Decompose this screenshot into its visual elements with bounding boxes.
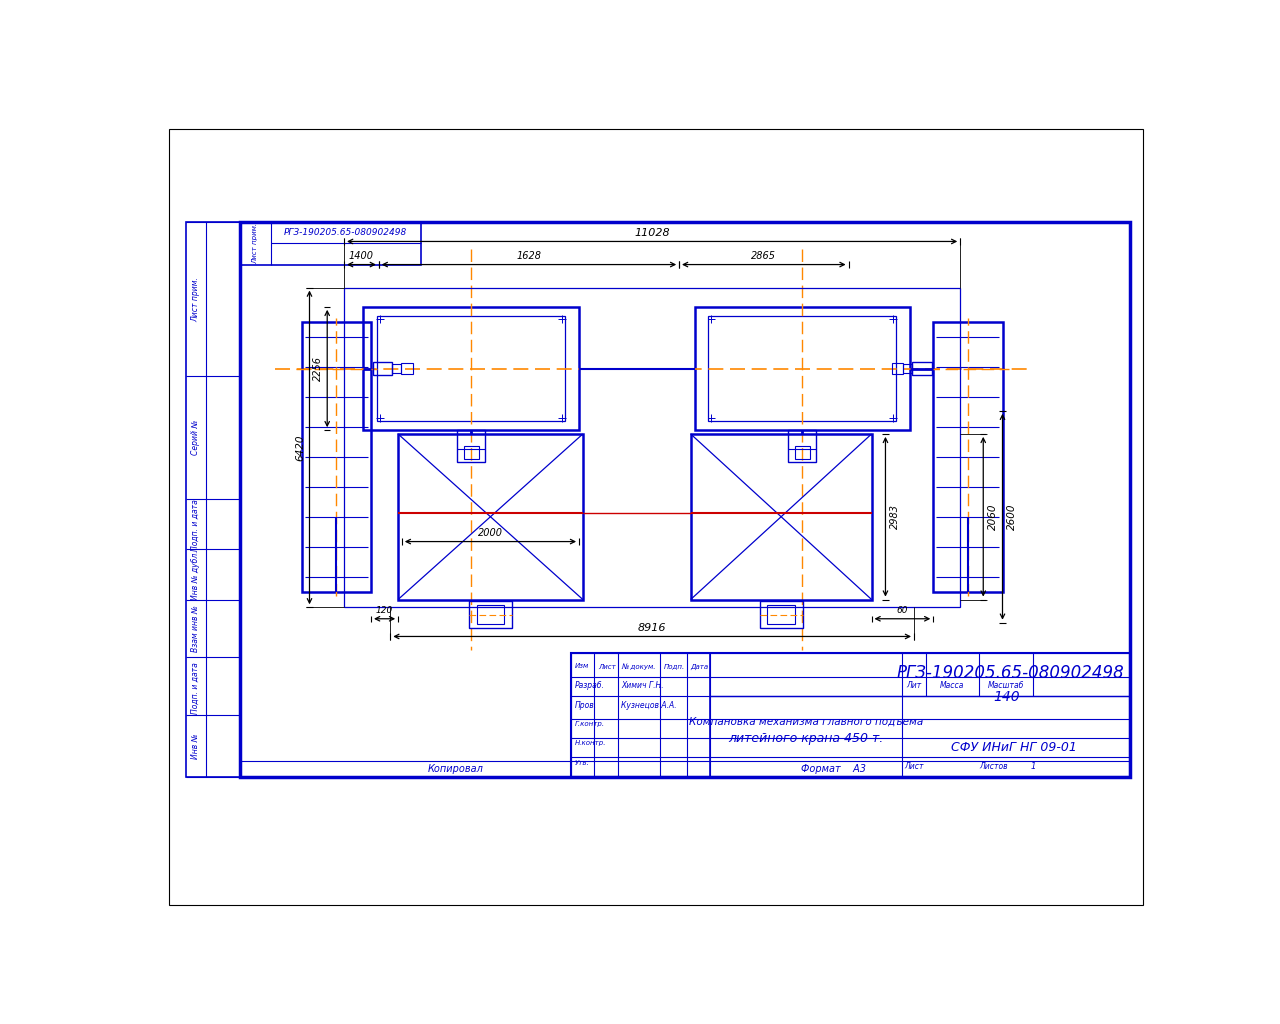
Text: Лист прим.: Лист прим. bbox=[191, 276, 200, 322]
Text: Подп. и дата: Подп. и дата bbox=[191, 499, 200, 551]
Bar bbox=[759, 601, 803, 628]
Text: 1400: 1400 bbox=[349, 251, 374, 261]
Text: Инв №: Инв № bbox=[191, 733, 200, 759]
Text: 8916: 8916 bbox=[637, 623, 667, 633]
Text: Инв № дубл.: Инв № дубл. bbox=[191, 550, 200, 600]
Bar bbox=[302, 323, 371, 592]
Text: Лист прим.: Лист прим. bbox=[252, 222, 259, 263]
Text: 1: 1 bbox=[1030, 762, 1036, 771]
Text: Копировал: Копировал bbox=[428, 764, 484, 774]
Text: 1628: 1628 bbox=[516, 251, 541, 261]
Bar bbox=[695, 307, 910, 430]
Text: Разраб.: Разраб. bbox=[575, 681, 605, 690]
Bar bbox=[344, 288, 960, 607]
Text: Кузнецов А.А.: Кузнецов А.А. bbox=[621, 701, 677, 711]
Bar bbox=[468, 601, 512, 628]
Text: № докум.: № докум. bbox=[621, 664, 655, 670]
Text: РГЗ-190205.65-080902498: РГЗ-190205.65-080902498 bbox=[284, 227, 407, 237]
Bar bbox=[241, 222, 421, 264]
Bar bbox=[241, 222, 1129, 776]
Text: Лист: Лист bbox=[904, 762, 924, 771]
Text: Компановка механизма главного подъема: Компановка механизма главного подъема bbox=[689, 716, 923, 726]
Bar bbox=[457, 430, 485, 463]
Text: Изм: Изм bbox=[575, 664, 589, 670]
Text: 140: 140 bbox=[993, 690, 1020, 705]
Bar bbox=[401, 364, 412, 374]
Text: 120: 120 bbox=[376, 606, 393, 614]
Text: литейного крана 450 т.: литейного крана 450 т. bbox=[728, 731, 883, 744]
Bar bbox=[187, 222, 241, 776]
Text: Н.контр.: Н.контр. bbox=[575, 740, 607, 746]
Bar bbox=[378, 316, 566, 421]
Text: 2256: 2256 bbox=[312, 356, 323, 381]
Text: Формат    А3: Формат А3 bbox=[800, 764, 865, 774]
Text: Взам инв №: Взам инв № bbox=[191, 605, 200, 652]
Bar bbox=[904, 364, 913, 373]
Bar bbox=[788, 430, 817, 463]
Text: Дата: Дата bbox=[691, 664, 709, 670]
Bar bbox=[767, 605, 795, 625]
Text: Г.контр.: Г.контр. bbox=[575, 721, 605, 727]
Text: Листов: Листов bbox=[979, 762, 1009, 771]
Text: Лит: Лит bbox=[906, 681, 922, 690]
Bar bbox=[708, 316, 896, 421]
Text: 6420: 6420 bbox=[294, 434, 305, 461]
Text: 60: 60 bbox=[897, 606, 908, 614]
Text: Химич Г.Н.: Химич Г.Н. bbox=[621, 681, 664, 690]
Text: Серий №: Серий № bbox=[191, 420, 200, 456]
Text: Подп.: Подп. bbox=[664, 664, 685, 670]
Text: 2060: 2060 bbox=[988, 504, 998, 530]
Bar bbox=[364, 307, 579, 430]
Text: 11028: 11028 bbox=[635, 227, 669, 238]
Text: СФУ ИНиГ НГ 09-01: СФУ ИНиГ НГ 09-01 bbox=[951, 740, 1076, 754]
Bar bbox=[372, 361, 392, 376]
Text: Утв.: Утв. bbox=[575, 760, 590, 766]
Bar bbox=[398, 434, 582, 599]
Text: 2983: 2983 bbox=[890, 504, 900, 529]
Text: Масса: Масса bbox=[941, 681, 965, 690]
Text: Подп. и дата: Подп. и дата bbox=[191, 663, 200, 714]
Bar bbox=[933, 323, 1002, 592]
Bar bbox=[392, 364, 401, 373]
Bar bbox=[691, 434, 872, 599]
Text: Пров.: Пров. bbox=[575, 701, 598, 711]
Text: Лист: Лист bbox=[598, 664, 616, 670]
Bar bbox=[795, 445, 810, 460]
Bar bbox=[913, 361, 932, 376]
Text: 2865: 2865 bbox=[751, 251, 776, 261]
Bar bbox=[892, 364, 904, 374]
Bar bbox=[463, 445, 479, 460]
Text: РГЗ-190205.65-080902498: РГЗ-190205.65-080902498 bbox=[896, 664, 1124, 682]
Text: 2000: 2000 bbox=[477, 527, 503, 538]
Text: Масштаб: Масштаб bbox=[988, 681, 1024, 690]
Bar bbox=[476, 605, 504, 625]
Text: 2600: 2600 bbox=[1007, 504, 1018, 530]
Bar bbox=[571, 653, 1129, 776]
